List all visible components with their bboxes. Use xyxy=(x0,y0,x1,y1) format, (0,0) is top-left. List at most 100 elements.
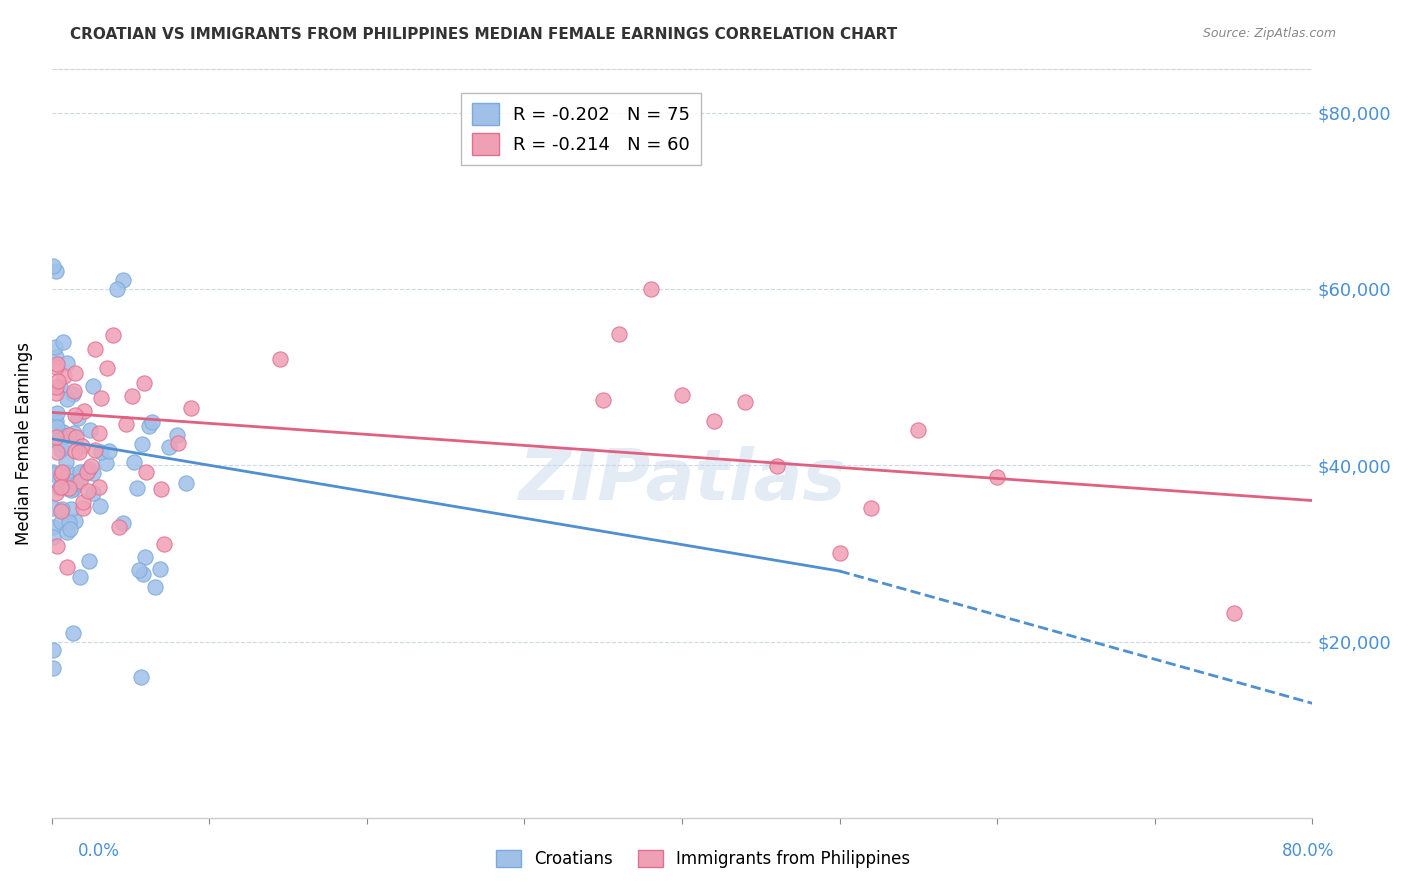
Croatians xyxy=(138,418,160,433)
Croatians xyxy=(128,564,150,578)
Croatians xyxy=(58,522,80,536)
Immigrants from Philippines xyxy=(77,483,100,498)
Croatians xyxy=(129,670,152,684)
Immigrants from Philippines xyxy=(45,485,67,500)
Croatians xyxy=(143,580,166,594)
Immigrants from Philippines xyxy=(1222,607,1244,621)
Croatians xyxy=(62,387,84,401)
Croatians xyxy=(62,426,84,441)
Immigrants from Philippines xyxy=(703,414,725,428)
Croatians xyxy=(58,475,80,489)
Croatians xyxy=(63,514,86,528)
Croatians xyxy=(53,429,76,443)
Immigrants from Philippines xyxy=(121,388,143,402)
Croatians xyxy=(51,466,73,480)
Croatians xyxy=(56,525,79,540)
Legend: R = -0.202   N = 75, R = -0.214   N = 60: R = -0.202 N = 75, R = -0.214 N = 60 xyxy=(461,93,702,166)
Immigrants from Philippines xyxy=(90,391,112,405)
Croatians xyxy=(42,530,65,544)
Croatians xyxy=(77,461,100,475)
Immigrants from Philippines xyxy=(592,393,614,408)
Immigrants from Philippines xyxy=(45,539,67,553)
Text: 0.0%: 0.0% xyxy=(77,842,120,860)
Croatians xyxy=(51,501,73,516)
Croatians xyxy=(42,501,65,516)
Croatians xyxy=(69,466,91,480)
Croatians xyxy=(51,515,73,529)
Immigrants from Philippines xyxy=(73,404,96,418)
Croatians xyxy=(56,392,79,407)
Croatians xyxy=(132,566,155,581)
Croatians xyxy=(56,356,79,370)
Croatians xyxy=(59,483,82,497)
Immigrants from Philippines xyxy=(135,465,157,479)
Immigrants from Philippines xyxy=(80,458,103,473)
Immigrants from Philippines xyxy=(640,282,662,296)
Croatians xyxy=(105,282,128,296)
Immigrants from Philippines xyxy=(70,439,93,453)
Immigrants from Philippines xyxy=(58,481,80,495)
Croatians xyxy=(125,481,148,495)
Croatians xyxy=(59,502,82,516)
Croatians xyxy=(52,425,75,439)
Croatians xyxy=(97,444,120,458)
Croatians xyxy=(49,380,72,394)
Text: ZIPatlas: ZIPatlas xyxy=(519,446,846,516)
Immigrants from Philippines xyxy=(63,444,86,458)
Immigrants from Philippines xyxy=(58,428,80,442)
Immigrants from Philippines xyxy=(269,351,291,366)
Croatians xyxy=(44,433,66,447)
Croatians xyxy=(44,340,66,354)
Croatians xyxy=(79,423,101,437)
Croatians xyxy=(166,428,188,442)
Immigrants from Philippines xyxy=(69,474,91,488)
Immigrants from Philippines xyxy=(907,423,929,437)
Immigrants from Philippines xyxy=(103,328,125,343)
Croatians xyxy=(66,476,89,491)
Y-axis label: Median Female Earnings: Median Female Earnings xyxy=(15,342,32,545)
Croatians xyxy=(134,549,156,564)
Croatians xyxy=(174,475,197,490)
Immigrants from Philippines xyxy=(56,559,79,574)
Croatians xyxy=(45,264,67,278)
Immigrants from Philippines xyxy=(166,436,188,450)
Text: 80.0%: 80.0% xyxy=(1281,842,1334,860)
Immigrants from Philippines xyxy=(46,445,69,459)
Immigrants from Philippines xyxy=(96,361,118,376)
Legend: Croatians, Immigrants from Philippines: Croatians, Immigrants from Philippines xyxy=(489,843,917,875)
Immigrants from Philippines xyxy=(180,401,202,415)
Croatians xyxy=(62,625,84,640)
Croatians xyxy=(82,466,104,480)
Croatians xyxy=(111,273,134,287)
Croatians xyxy=(90,444,112,458)
Croatians xyxy=(58,516,80,530)
Croatians xyxy=(53,438,76,452)
Immigrants from Philippines xyxy=(63,384,86,398)
Croatians xyxy=(69,570,91,584)
Immigrants from Philippines xyxy=(87,480,110,494)
Croatians xyxy=(82,378,104,392)
Croatians xyxy=(89,499,111,513)
Croatians xyxy=(141,415,163,429)
Croatians xyxy=(149,562,172,576)
Immigrants from Philippines xyxy=(84,442,107,457)
Immigrants from Philippines xyxy=(860,501,883,516)
Immigrants from Philippines xyxy=(83,343,105,357)
Croatians xyxy=(55,465,77,479)
Croatians xyxy=(157,440,180,454)
Immigrants from Philippines xyxy=(828,546,851,560)
Croatians xyxy=(55,455,77,469)
Croatians xyxy=(45,414,67,428)
Immigrants from Philippines xyxy=(46,357,69,371)
Text: Source: ZipAtlas.com: Source: ZipAtlas.com xyxy=(1202,27,1336,40)
Immigrants from Philippines xyxy=(45,360,67,375)
Croatians xyxy=(75,467,97,481)
Croatians xyxy=(48,482,70,496)
Immigrants from Philippines xyxy=(65,430,87,444)
Immigrants from Philippines xyxy=(51,480,73,494)
Immigrants from Philippines xyxy=(986,470,1008,484)
Croatians xyxy=(72,465,94,479)
Text: CROATIAN VS IMMIGRANTS FROM PHILIPPINES MEDIAN FEMALE EARNINGS CORRELATION CHART: CROATIAN VS IMMIGRANTS FROM PHILIPPINES … xyxy=(70,27,897,42)
Immigrants from Philippines xyxy=(152,537,174,551)
Immigrants from Philippines xyxy=(607,327,630,342)
